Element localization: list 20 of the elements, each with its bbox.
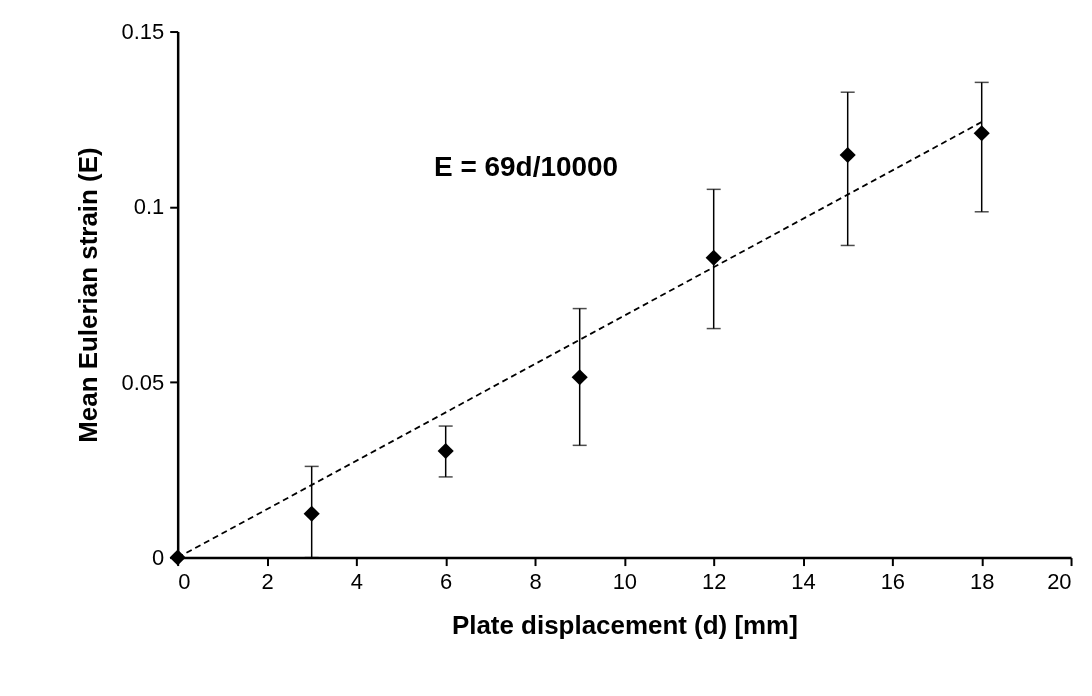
x-tick-label: 20: [1047, 569, 1072, 595]
x-tick-label: 12: [701, 569, 727, 595]
x-tick-label: 18: [970, 569, 995, 595]
x-tick-label: 4: [350, 569, 363, 595]
x-tick-label: 14: [791, 569, 816, 595]
x-tick-label: 16: [880, 569, 906, 595]
y-tick-label: 0: [152, 545, 165, 571]
point: [169, 549, 186, 566]
x-tick-label: 8: [529, 569, 542, 595]
x-tick-label: 2: [261, 569, 274, 595]
x-tick-label: 0: [178, 569, 191, 595]
x-axis-title: Plate displacement (d) [mm]: [451, 610, 798, 639]
y-tick-label: 0.05: [121, 369, 165, 395]
point: [571, 369, 588, 386]
y-axis-title: Mean Eulerian strain (E): [73, 147, 102, 443]
x-tick-label: 10: [612, 569, 638, 595]
y-tick-label: 0.1: [133, 194, 165, 220]
x-tick-label: 6: [440, 569, 453, 595]
annotation: E = 69d/10000: [434, 151, 619, 183]
y-tick-label: 0.15: [121, 19, 165, 45]
